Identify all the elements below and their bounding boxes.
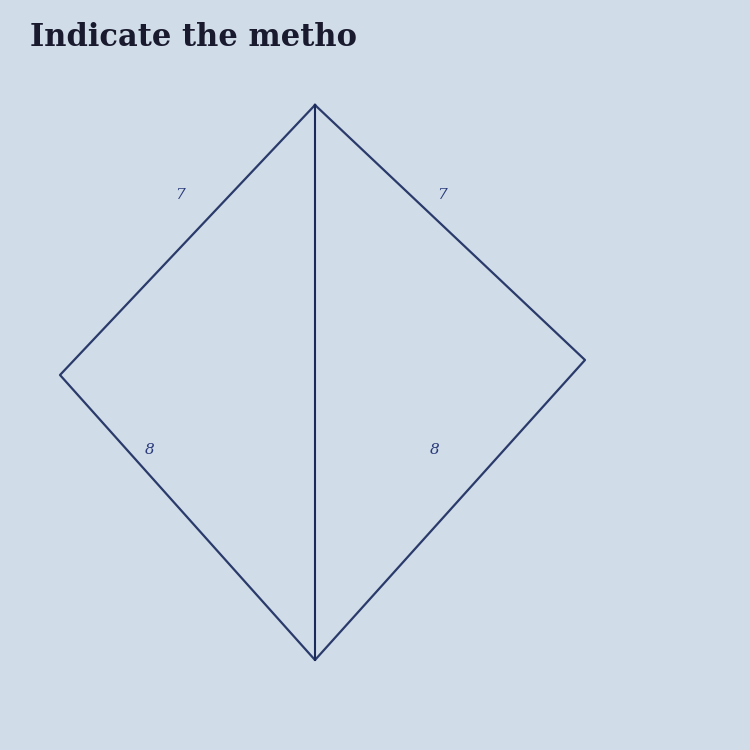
Text: Indicate the metho: Indicate the metho (30, 22, 357, 53)
Text: 8: 8 (146, 443, 154, 457)
Text: 8: 8 (430, 443, 439, 457)
Text: 7: 7 (438, 188, 447, 202)
Text: 7: 7 (175, 188, 184, 202)
